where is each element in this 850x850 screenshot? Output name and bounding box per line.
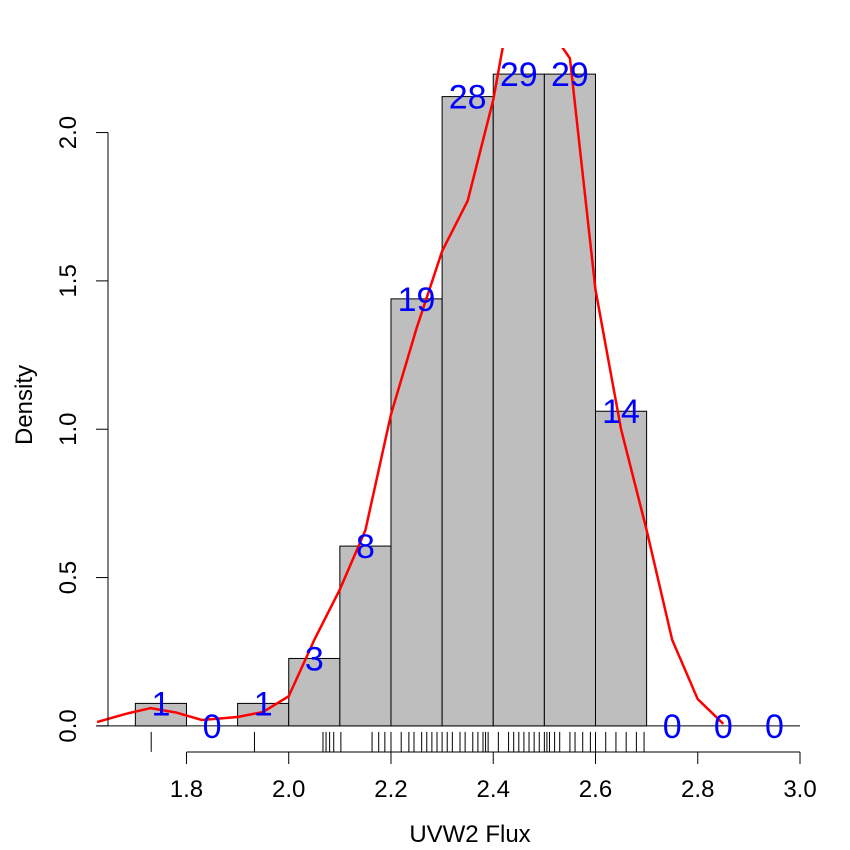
bar (390, 298, 443, 727)
count-label: 1 (254, 685, 273, 723)
x-tick-label: 2.4 (477, 776, 510, 803)
density-curve (97, 48, 725, 725)
count-label: 1 (151, 685, 170, 723)
x-tick-label: 2.8 (681, 776, 714, 803)
x-tick-label: 1.8 (170, 776, 203, 803)
x-tick-label: 2.2 (374, 776, 407, 803)
count-label: 8 (356, 528, 375, 566)
count-label: 0 (714, 708, 733, 746)
plot-area (97, 48, 800, 727)
count-label: 28 (449, 79, 487, 117)
y-tick-label: 1.0 (55, 413, 82, 446)
count-label: 29 (551, 56, 589, 94)
count-label: 0 (663, 708, 682, 746)
bar (543, 73, 596, 727)
count-label: 29 (500, 56, 538, 94)
x-tick-label: 3.0 (783, 776, 816, 803)
x-axis-label: UVW2 Flux (409, 821, 530, 848)
x-tick-label: 2.0 (272, 776, 305, 803)
count-label: 0 (203, 708, 222, 746)
y-axis-label: Density (11, 365, 38, 445)
count-label: 0 (765, 708, 784, 746)
y-tick-label: 0.0 (55, 709, 82, 742)
count-label: 14 (602, 393, 640, 431)
bar (339, 545, 392, 727)
y-tick-label: 2.0 (55, 116, 82, 149)
bar (594, 410, 648, 727)
bar (288, 657, 341, 727)
count-label: 3 (305, 640, 324, 678)
bar (492, 73, 545, 727)
y-tick-label: 0.5 (55, 561, 82, 594)
bar (441, 96, 494, 727)
count-label: 19 (398, 281, 436, 319)
y-tick-label: 1.5 (55, 264, 82, 297)
x-tick-label: 2.6 (579, 776, 612, 803)
